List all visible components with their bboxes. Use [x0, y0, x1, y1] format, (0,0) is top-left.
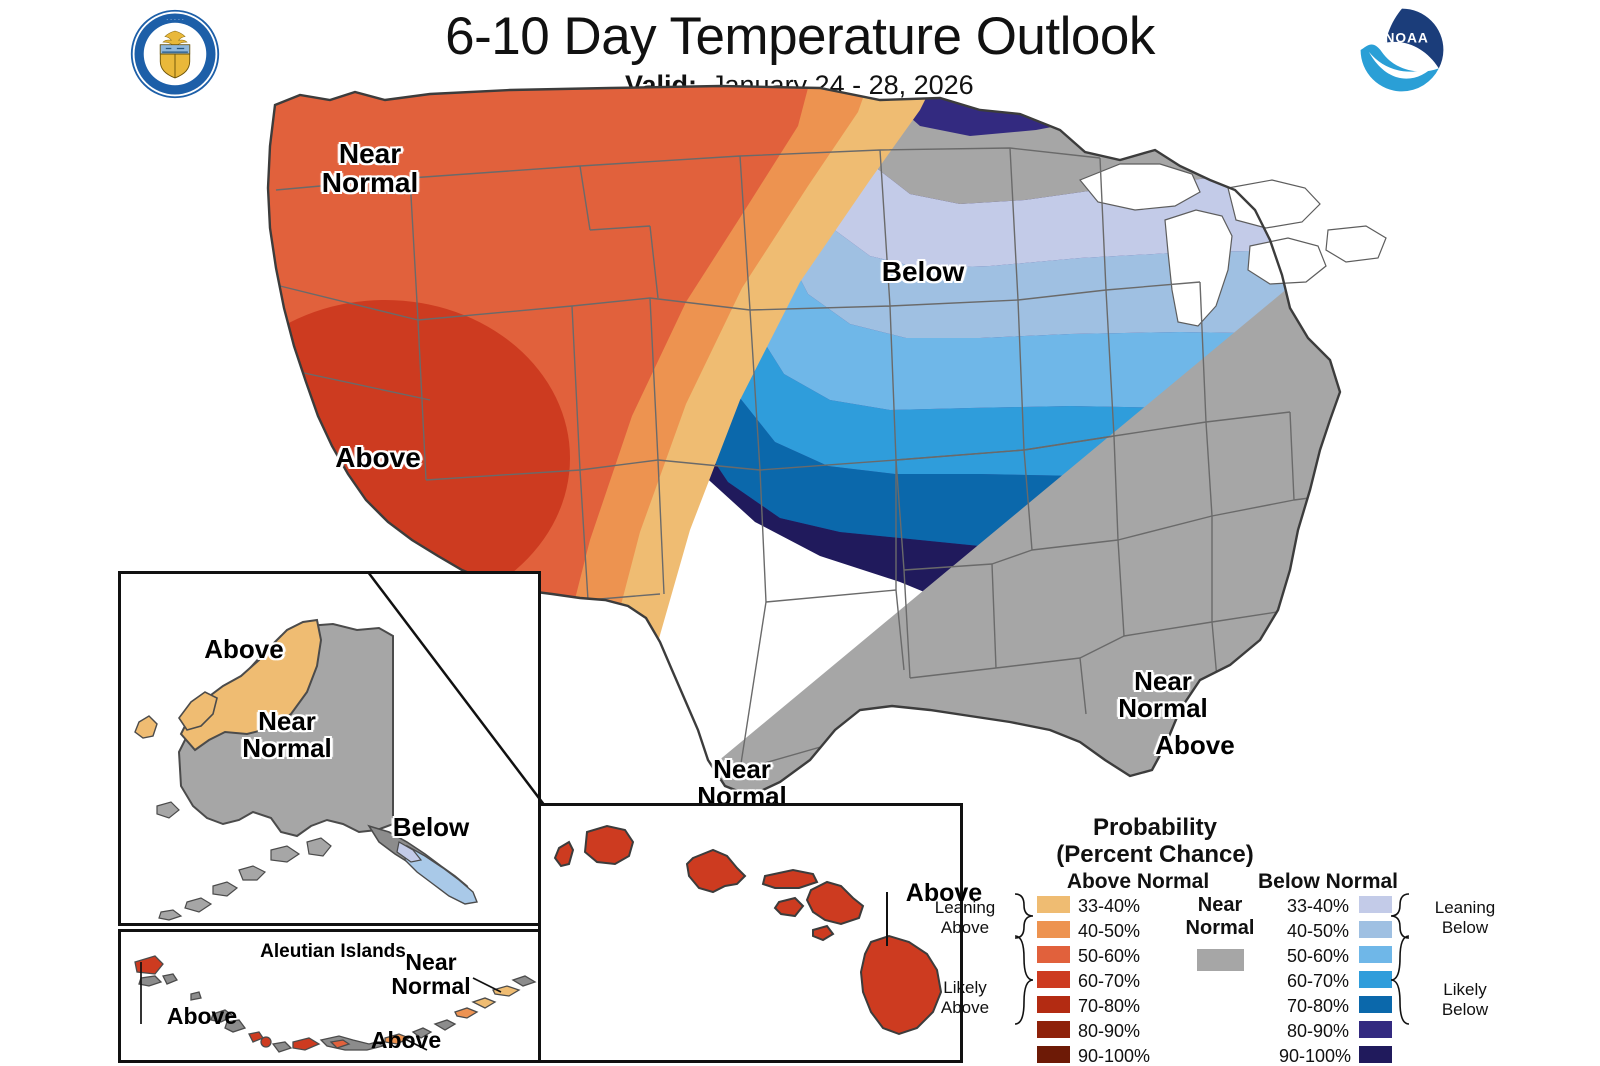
legend-above-range: 70-80%	[1078, 996, 1141, 1016]
legend-below-range: 60-70%	[1287, 971, 1350, 991]
legend-below-swatch	[1359, 896, 1392, 913]
legend-below-range: 40-50%	[1287, 921, 1350, 941]
legend-below-swatch	[1359, 921, 1392, 938]
legend-above-range: 33-40%	[1078, 896, 1141, 916]
legend-below-range: 90-100%	[1279, 1046, 1352, 1066]
legend-above-swatch	[1037, 896, 1070, 913]
legend-above-range: 90-100%	[1078, 1046, 1151, 1066]
aleutian-islands-title: Aleutian Islands	[260, 941, 406, 962]
noaa-logo-icon: NOAA	[1360, 8, 1444, 92]
legend-leaning-above-label: Leaning Above	[934, 898, 996, 937]
hawaii-inset: Above	[538, 803, 982, 1063]
coastline	[266, 84, 1342, 798]
legend-above-swatch	[1037, 971, 1070, 988]
legend-above-swatch	[1037, 1021, 1070, 1038]
alaska-inset: Above Near Normal Below	[118, 571, 541, 926]
legend-above-range: 60-70%	[1078, 971, 1141, 991]
legend-above-range: 80-90%	[1078, 1021, 1141, 1041]
legend-below-normal-header: Below Normal	[1257, 870, 1399, 893]
legend-below-range: 70-80%	[1287, 996, 1350, 1016]
legend-title: Probability (Percent Chance)	[1056, 814, 1254, 868]
legend-near-normal-swatch	[1196, 949, 1244, 971]
probability-legend: Probability (Percent Chance) Above Norma…	[935, 810, 1565, 1066]
legend-below-swatch	[1359, 946, 1392, 963]
legend-above-range: 40-50%	[1078, 921, 1141, 941]
legend-above-normal-header: Above Normal	[1066, 870, 1210, 893]
svg-text:· · · · ·: · · · · ·	[166, 16, 184, 23]
legend-near-normal: Near Normal	[1170, 894, 1270, 971]
legend-above-swatch	[1037, 946, 1070, 963]
alaska-map	[134, 618, 478, 921]
aleutian-islands-inset: Aleutian Islands Above Near Normal Above	[118, 929, 541, 1063]
great-lakes	[1079, 163, 1387, 327]
legend-below-swatch	[1359, 996, 1392, 1013]
legend-above-range: 50-60%	[1078, 946, 1141, 966]
legend-above-swatch	[1037, 921, 1070, 938]
legend-above-swatch	[1037, 996, 1070, 1013]
hawaii-map	[553, 824, 943, 1036]
aleutian-map	[134, 955, 537, 1053]
map-label-aleutian-above-left: Above	[166, 1003, 238, 1029]
page-title: 6-10 Day Temperature Outlook	[445, 7, 1155, 66]
legend-below-swatch	[1359, 971, 1392, 988]
legend-likely-below-label: Likely Below	[1441, 980, 1489, 1019]
svg-text:NOAA: NOAA	[1384, 31, 1428, 46]
legend-below-swatch	[1359, 1046, 1392, 1063]
legend-above-swatch	[1037, 1046, 1070, 1063]
map-label-hawaii-above: Above	[905, 879, 983, 907]
legend-likely-above-label: Likely Above	[940, 978, 990, 1017]
legend-leaning-below-label: Leaning Below	[1434, 898, 1496, 937]
legend-below-range: 80-90%	[1287, 1021, 1350, 1041]
map-label-aleutian-near-normal: Near Normal	[391, 949, 471, 1000]
department-of-commerce-seal-icon: · · · · ·	[130, 9, 220, 99]
legend-below-swatch	[1359, 1021, 1392, 1038]
legend-below-range: 33-40%	[1287, 896, 1350, 916]
state-boundaries	[275, 147, 1340, 771]
legend-near-normal-label: Near Normal	[1185, 894, 1255, 939]
map-label-aleutian-above-right: Above	[370, 1027, 442, 1053]
legend-below-range: 50-60%	[1287, 946, 1350, 966]
